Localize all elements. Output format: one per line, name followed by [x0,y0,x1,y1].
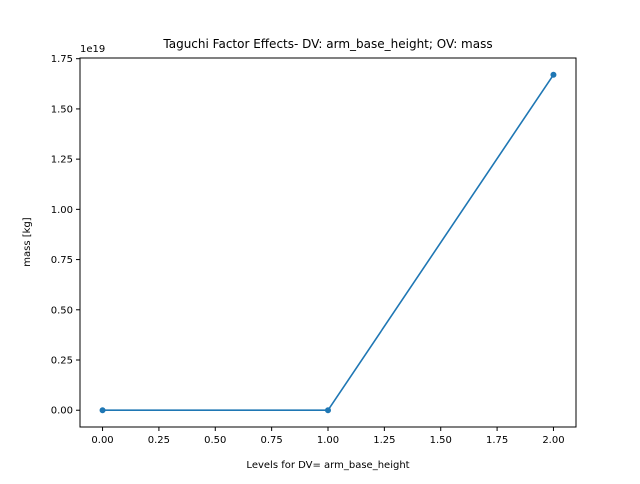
x-axis-label: Levels for DV= arm_base_height [246,460,409,471]
x-tick-label: 1.25 [373,435,395,446]
plot-area: 0.00 0.25 0.50 0.75 1.00 1.25 1.50 1.75 2.00 0.00… [51,54,577,446]
data-point [550,71,557,78]
x-tick-label: 0.50 [204,435,226,446]
y-tick-label: 0.25 [51,356,73,367]
x-tick-label: 1.00 [317,435,339,446]
x-tick-label: 0.25 [148,435,170,446]
y-tick-label: 1.25 [51,155,73,166]
data-point [325,407,331,414]
y-tick-label: 0.00 [51,406,73,417]
y-tick-label: 1.00 [51,205,73,216]
x-tick-label: 0.00 [91,435,113,446]
x-tick-label: 0.75 [261,435,283,446]
chart-title: Taguchi Factor Effects- DV: arm_base_hei… [162,37,492,51]
x-tick-label: 2.00 [542,435,564,446]
y-tick-label: 1.50 [51,104,73,115]
y-tick-label: 0.50 [51,305,73,316]
data-point [99,407,106,414]
y-tick-label: 0.75 [51,255,73,266]
y-tick-label: 1.75 [51,54,73,65]
y-offset-label: 1e19 [80,44,105,55]
y-axis-label: mass [kg] [22,217,33,267]
x-tick-label: 1.75 [486,435,508,446]
x-tick-label: 1.50 [430,435,452,446]
